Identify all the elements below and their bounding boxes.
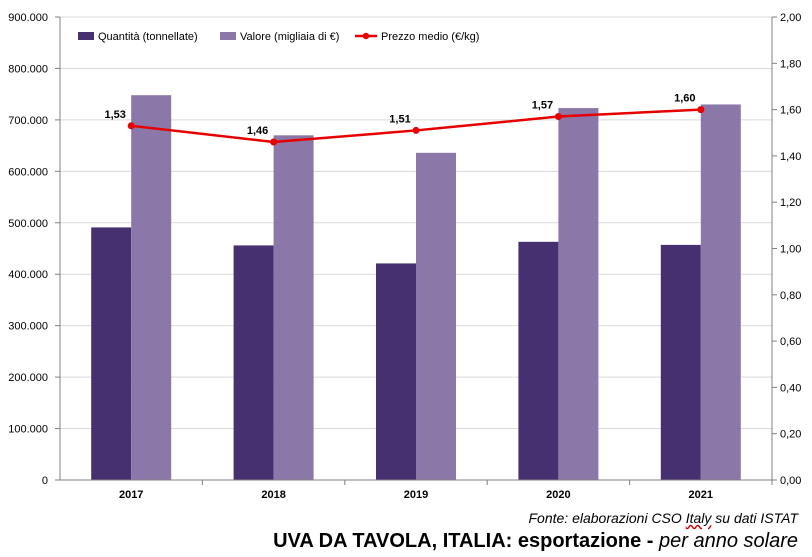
price-point (697, 106, 705, 114)
price-point (412, 126, 420, 134)
price-point (554, 113, 562, 121)
price-polyline (131, 108, 701, 144)
x-tick-label: 2019 (404, 489, 428, 501)
right-tick-label: 1,20 (780, 197, 801, 209)
price-point (127, 122, 135, 130)
source-prefix: Fonte: elaborazioni CSO (528, 510, 686, 526)
x-tick-label: 2018 (261, 489, 285, 501)
right-tick-label: 1,60 (780, 105, 801, 117)
title-separator: - (641, 530, 660, 552)
left-tick-label: 600.000 (8, 166, 48, 178)
title-main: UVA DA TAVOLA, ITALIA: esportazione (273, 530, 642, 552)
bar-valore (131, 95, 172, 480)
right-tick-label: 1,40 (780, 151, 801, 163)
bar-quantita (91, 227, 132, 480)
bar-valore (700, 104, 741, 480)
bar-quantita (660, 244, 701, 480)
price-data-label: 1,46 (247, 125, 268, 137)
left-tick-label: 800.000 (8, 63, 48, 75)
legend-label: Valore (migliaia di €) (240, 31, 339, 43)
left-tick-label: 900.000 (8, 12, 48, 24)
left-tick-label: 0 (42, 475, 48, 487)
left-tick-label: 400.000 (8, 269, 48, 281)
right-tick-label: 0,40 (780, 382, 801, 394)
right-tick-label: 1,80 (780, 58, 801, 70)
combo-chart: 0 100.000 200.000 300.000 400.000 500.000 600.… (8, 12, 801, 501)
axes: 0 100.000 200.000 300.000 400.000 500.000 600.… (8, 12, 801, 501)
chart-title: UVA DA TAVOLA, ITALIA: esportazione - pe… (273, 530, 798, 553)
bar-valore (416, 152, 456, 480)
price-data-label: 1,53 (104, 109, 125, 121)
left-tick-label: 700.000 (8, 115, 48, 127)
right-tick-label: 1,00 (780, 244, 801, 256)
right-tick-label: 0,60 (780, 336, 801, 348)
right-tick-label: 0,20 (780, 429, 801, 441)
title-sub: per anno solare (659, 530, 798, 552)
right-tick-label: 0,80 (780, 290, 801, 302)
legend: Quantità (tonnellate) Valore (migliaia di… (78, 31, 479, 43)
price-data-label: 1,60 (674, 93, 695, 105)
legend-label: Prezzo medio (€/kg) (381, 31, 479, 43)
source-underlined-word: Italy (685, 510, 712, 526)
bars (91, 95, 741, 481)
left-tick-label: 200.000 (8, 372, 48, 384)
left-tick-label: 300.000 (8, 321, 48, 333)
legend-swatch (220, 32, 236, 40)
left-tick-label: 100.000 (8, 424, 48, 436)
legend-swatch (78, 32, 94, 40)
source-suffix: su dati ISTAT (711, 510, 798, 526)
bar-quantita (233, 245, 274, 480)
legend-swatch-marker (362, 32, 370, 40)
bar-valore (273, 135, 314, 481)
legend-label: Quantità (tonnellate) (98, 31, 198, 43)
price-data-label: 1,51 (389, 113, 410, 125)
source-note: Fonte: elaborazioni CSO Italy su dati IS… (528, 510, 798, 526)
price-point (270, 138, 278, 146)
right-tick-label: 2,00 (780, 12, 801, 24)
bar-quantita (376, 263, 416, 480)
bar-quantita (518, 241, 559, 480)
left-tick-label: 500.000 (8, 218, 48, 230)
x-tick-label: 2021 (689, 489, 713, 501)
x-tick-label: 2017 (119, 489, 143, 501)
bar-valore (558, 108, 599, 480)
price-data-label: 1,57 (532, 100, 553, 112)
x-tick-label: 2020 (546, 489, 570, 501)
right-tick-label: 0,00 (780, 475, 801, 487)
price-line: 1,53 1,46 1,51 1,57 1,60 (104, 93, 705, 146)
